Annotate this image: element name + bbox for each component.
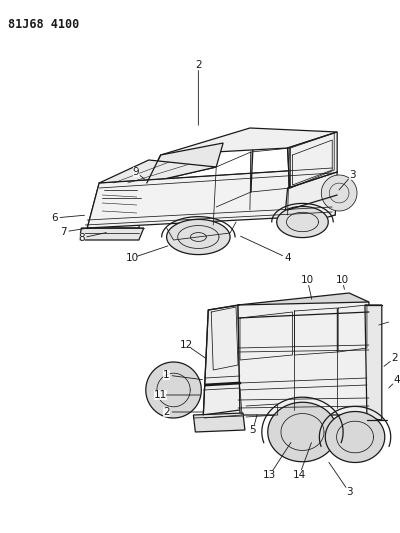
Polygon shape bbox=[203, 305, 240, 415]
Text: 7: 7 bbox=[60, 227, 67, 237]
Polygon shape bbox=[365, 305, 382, 420]
Polygon shape bbox=[284, 172, 337, 230]
Text: 13: 13 bbox=[263, 470, 276, 480]
Polygon shape bbox=[277, 206, 328, 238]
Text: 3: 3 bbox=[346, 487, 352, 497]
Text: 2: 2 bbox=[163, 407, 170, 417]
Polygon shape bbox=[238, 293, 369, 318]
Text: 3: 3 bbox=[349, 170, 355, 180]
Polygon shape bbox=[167, 220, 230, 255]
Text: 81J68 4100: 81J68 4100 bbox=[8, 18, 79, 31]
Polygon shape bbox=[147, 143, 223, 183]
Text: 12: 12 bbox=[180, 340, 193, 350]
Text: 11: 11 bbox=[154, 390, 167, 400]
Polygon shape bbox=[238, 302, 369, 415]
Polygon shape bbox=[161, 128, 337, 155]
Polygon shape bbox=[146, 362, 201, 418]
Polygon shape bbox=[87, 168, 335, 228]
Text: 5: 5 bbox=[250, 425, 256, 435]
Text: 4: 4 bbox=[393, 375, 400, 385]
Text: 14: 14 bbox=[293, 470, 306, 480]
Text: 2: 2 bbox=[195, 60, 202, 70]
Polygon shape bbox=[268, 402, 337, 462]
Polygon shape bbox=[99, 160, 216, 183]
Polygon shape bbox=[193, 413, 245, 432]
Text: 8: 8 bbox=[78, 233, 85, 243]
Text: 2: 2 bbox=[391, 353, 398, 363]
Polygon shape bbox=[325, 411, 385, 463]
Text: 9: 9 bbox=[132, 167, 139, 177]
Text: 6: 6 bbox=[51, 213, 58, 223]
Text: 10: 10 bbox=[301, 275, 314, 285]
Text: 4: 4 bbox=[284, 253, 291, 263]
Text: 10: 10 bbox=[336, 275, 349, 285]
Polygon shape bbox=[288, 132, 337, 188]
Text: 1: 1 bbox=[163, 370, 170, 380]
Polygon shape bbox=[79, 228, 144, 240]
Polygon shape bbox=[87, 183, 147, 228]
Text: 10: 10 bbox=[125, 253, 138, 263]
Polygon shape bbox=[321, 175, 357, 211]
